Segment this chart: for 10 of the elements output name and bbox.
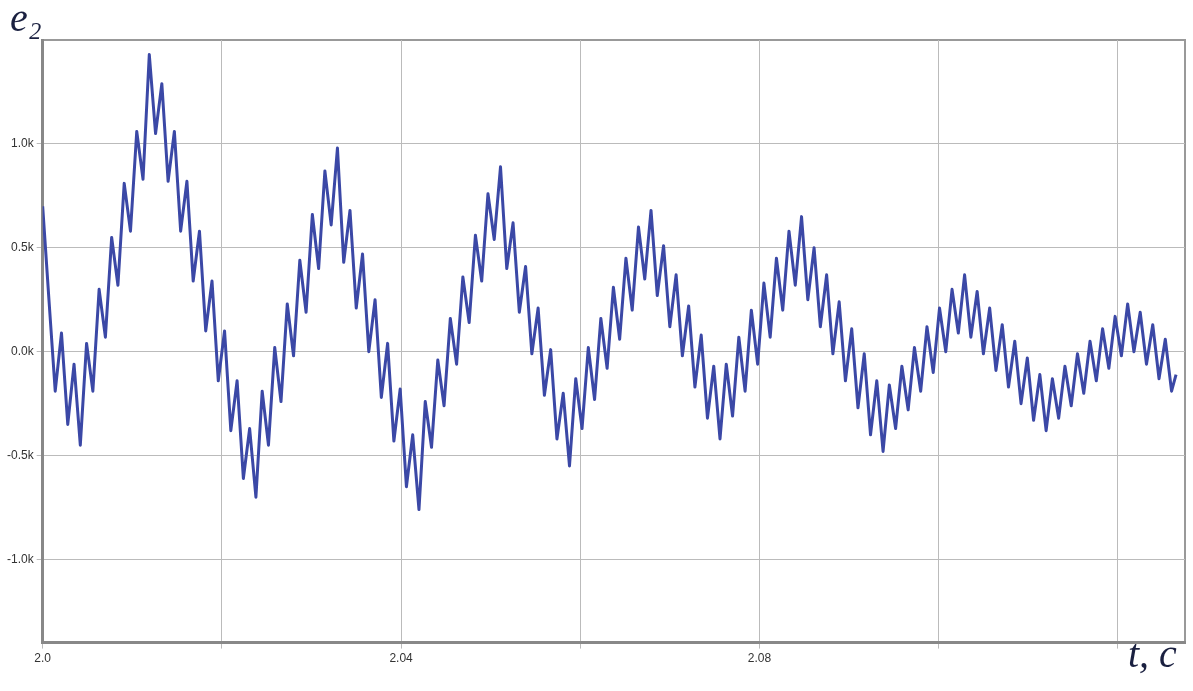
y-tick-label: -0.5k bbox=[6, 447, 35, 462]
x-tick-label: 2.08 bbox=[747, 651, 772, 666]
y-axis-title: e₂ bbox=[10, 0, 42, 41]
y-tick-label: 1.0k bbox=[10, 136, 35, 151]
x-tick-label: 2.0 bbox=[34, 651, 52, 666]
x-axis-title: t, c bbox=[1128, 630, 1177, 677]
y-tick-label: 0.0k bbox=[10, 344, 35, 358]
x-tick-label: 2.04 bbox=[389, 651, 414, 666]
y-tick-label: 0.5k bbox=[10, 240, 35, 255]
y-tick-label: -1.0k bbox=[6, 551, 35, 566]
